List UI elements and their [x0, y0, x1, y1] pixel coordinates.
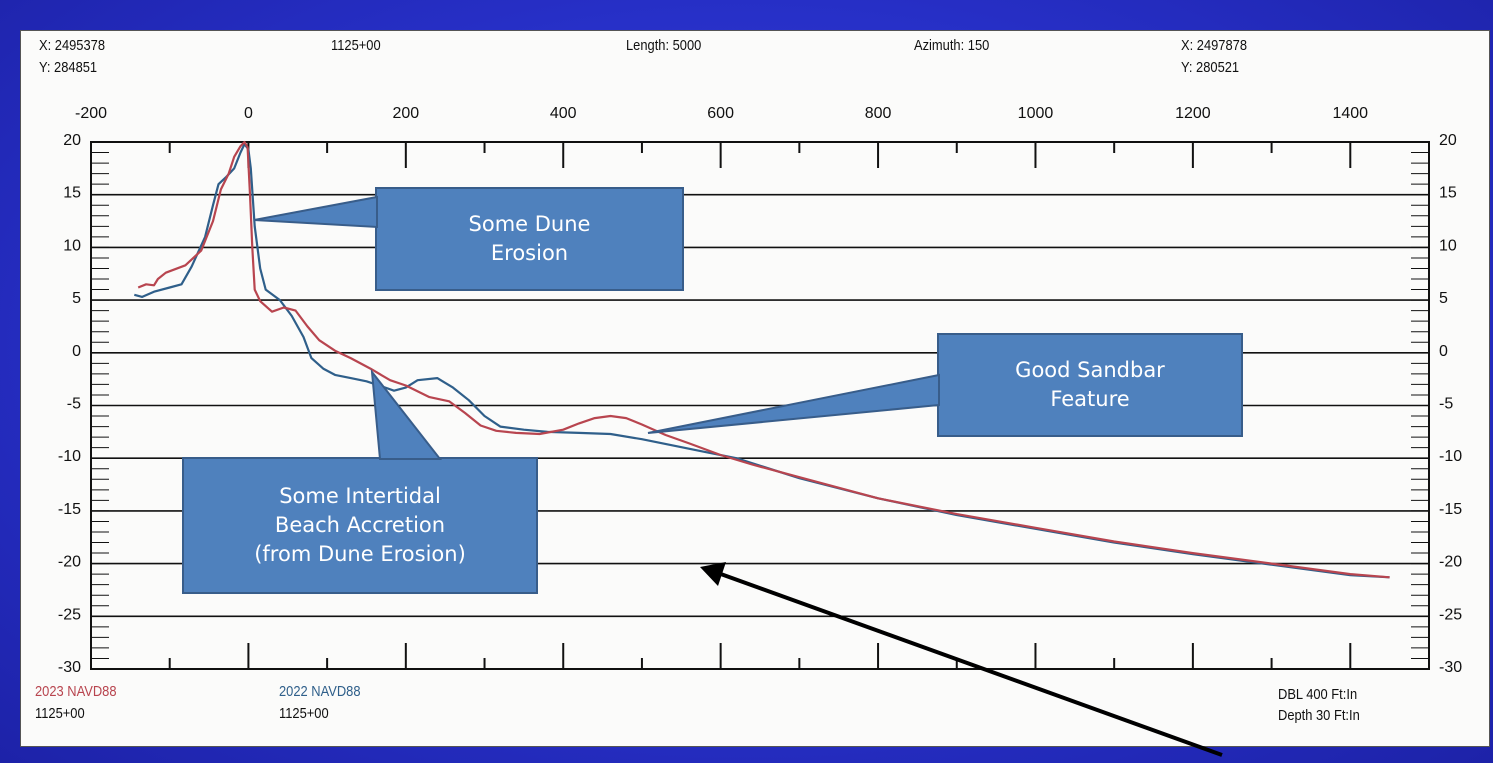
length-label: Length: 5000: [626, 37, 702, 54]
y-tick-label-right: -10: [1439, 448, 1462, 465]
horizontal-scale-label: DBL 400 Ft:In: [1278, 686, 1358, 703]
y-tick-label-left: 20: [63, 132, 81, 149]
x-tick-label: 1200: [1175, 105, 1211, 122]
intertidal-accretion-callout: Some Intertidal Beach Accretion (from Du…: [182, 457, 538, 594]
dune-erosion-line-1: Some Dune: [468, 212, 591, 236]
dune-erosion-callout: Some Dune Erosion: [375, 187, 684, 291]
intertidal-line-2: Beach Accretion: [274, 513, 446, 537]
y-tick-label-left: -20: [58, 554, 81, 571]
intertidal-line-3: (from Dune Erosion): [254, 542, 466, 566]
x-tick-label: 400: [550, 105, 577, 122]
intertidal-line-1: Some Intertidal: [279, 484, 441, 508]
y-tick-label-left: -25: [58, 606, 81, 623]
end-x-coordinate: X: 2497878: [1181, 37, 1248, 54]
y-tick-label-right: -30: [1439, 659, 1462, 676]
y-tick-label-right: -25: [1439, 606, 1462, 623]
y-tick-label-right: 20: [1439, 132, 1457, 149]
x-tick-label: 200: [392, 105, 419, 122]
legend-2022-station: 1125+00: [279, 705, 329, 722]
x-tick-label: 0: [244, 105, 253, 122]
sandbar-line-2: Feature: [1050, 387, 1130, 411]
y-tick-label-right: -5: [1439, 396, 1453, 413]
x-tick-label: 1000: [1018, 105, 1054, 122]
x-tick-label: 1400: [1332, 105, 1368, 122]
legend-2022-name: 2022 NAVD88: [279, 683, 361, 700]
start-y-coordinate: Y: 284851: [39, 59, 98, 76]
sandbar-line-1: Good Sandbar: [1015, 358, 1165, 382]
y-tick-label-right: 5: [1439, 290, 1448, 307]
legend-2023-station: 1125+00: [35, 705, 85, 722]
y-tick-label-right: 10: [1439, 237, 1457, 254]
y-tick-label-right: -15: [1439, 501, 1462, 518]
y-tick-label-left: 5: [72, 290, 81, 307]
end-y-coordinate: Y: 280521: [1181, 59, 1240, 76]
y-tick-label-right: -20: [1439, 554, 1462, 571]
y-tick-label-left: 10: [63, 237, 81, 254]
legend-2023-name: 2023 NAVD88: [35, 683, 117, 700]
y-tick-label-left: 15: [63, 185, 81, 202]
profile-chart-panel: -200 0 200 400 600 800 1000 1200 1400 20 20 15 15 10 1…: [20, 30, 1490, 747]
x-tick-label: -200: [75, 105, 107, 122]
azimuth-label: Azimuth: 150: [914, 37, 990, 54]
y-tick-label-right: 0: [1439, 343, 1448, 360]
y-tick-label-left: -5: [67, 396, 81, 413]
x-tick-label: 600: [707, 105, 734, 122]
dune-erosion-line-2: Erosion: [490, 241, 569, 265]
y-tick-label-left: -30: [58, 659, 81, 676]
sandbar-callout: Good Sandbar Feature: [937, 333, 1243, 437]
y-tick-label-left: 0: [72, 343, 81, 360]
x-tick-label: 800: [865, 105, 892, 122]
y-tick-label-right: 15: [1439, 185, 1457, 202]
y-tick-label-left: -15: [58, 501, 81, 518]
start-x-coordinate: X: 2495378: [39, 37, 106, 54]
station-label: 1125+00: [331, 37, 381, 54]
y-tick-label-left: -10: [58, 448, 81, 465]
vertical-scale-label: Depth 30 Ft:In: [1278, 707, 1360, 724]
